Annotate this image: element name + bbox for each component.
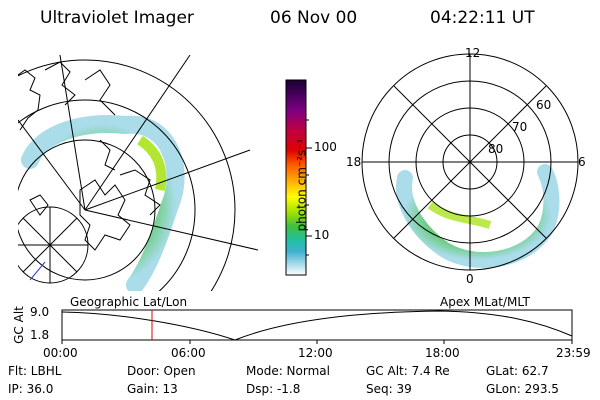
mlat-label-80: 80 — [488, 142, 504, 156]
timeline-xtick-1800: 18:00 — [425, 346, 460, 360]
mlt-label-12: 12 — [465, 46, 481, 60]
aurora-oval-geo — [21, 115, 185, 291]
info-glon: GLon: 293.5 — [486, 382, 559, 396]
altitude-timeline — [61, 309, 573, 344]
mlat-label-70: 70 — [512, 120, 528, 134]
info-dsp: Dsp: -1.8 — [246, 382, 301, 396]
left-panel-caption: Geographic Lat/Lon — [70, 295, 188, 309]
info-gc-alt: GC Alt: 7.4 Re — [366, 364, 450, 378]
time-label: 04:22:11 UT — [430, 8, 535, 28]
timeline-xtick-1200: 12:00 — [298, 346, 333, 360]
timeline-xtick-2359: 23:59 — [556, 346, 591, 360]
right-panel-caption: Apex MLat/MLT — [440, 295, 530, 309]
magnetic-polar-plot — [361, 53, 579, 271]
mlt-label-18: 18 — [346, 155, 362, 169]
timeline-xtick-0000: 00:00 — [43, 346, 78, 360]
color-scale-bar — [285, 79, 312, 276]
colorbar-tick-100: 100 — [314, 140, 337, 154]
mlt-label-6: 6 — [578, 155, 586, 169]
date-label: 06 Nov 00 — [270, 8, 358, 28]
timeline-ylabel: GC Alt — [11, 306, 26, 344]
mlt-label-0: 0 — [466, 272, 474, 286]
timeline-ytick-top: 9.0 — [30, 305, 50, 319]
info-seq: Seq: 39 — [366, 382, 412, 396]
info-ip: IP: 36.0 — [8, 382, 54, 396]
aurora-oval-mag — [396, 164, 560, 268]
info-glat: GLat: 62.7 — [486, 364, 549, 378]
colorbar-tick-10: 10 — [314, 228, 330, 242]
altitude-curve — [61, 310, 573, 341]
timeline-xtick-0600: 06:00 — [171, 346, 206, 360]
info-filter: Flt: LBHL — [8, 364, 62, 378]
info-gain: Gain: 13 — [127, 382, 178, 396]
mlat-label-60: 60 — [536, 98, 552, 112]
info-door: Door: Open — [127, 364, 196, 378]
colorbar-unit-label: photon cm⁻²s⁻¹ — [294, 138, 309, 232]
timeline-ytick-bottom: 1.8 — [30, 328, 50, 342]
info-mode: Mode: Normal — [246, 364, 330, 378]
geographic-map — [18, 55, 258, 291]
app-title: Ultraviolet Imager — [40, 8, 194, 28]
